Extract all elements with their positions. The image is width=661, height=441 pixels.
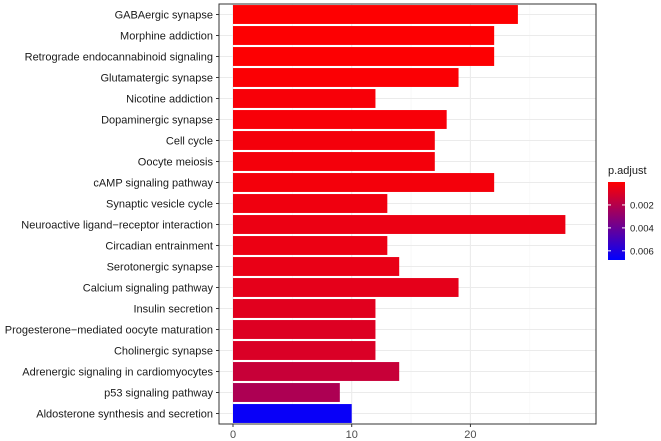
category-label: Nicotine addiction <box>126 94 213 106</box>
x-tick-label: 20 <box>464 429 476 441</box>
plot-panel <box>219 4 596 424</box>
category-label: Retrograde endocannabinoid signaling <box>25 52 213 64</box>
category-label: cAMP signaling pathway <box>93 178 213 190</box>
legend-ticks: 0.002 0.004 0.006 <box>608 200 654 257</box>
category-label: Cell cycle <box>166 136 213 148</box>
category-label: Insulin secretion <box>134 304 214 316</box>
bar <box>233 194 388 213</box>
category-label: GABAergic synapse <box>115 10 213 22</box>
x-tick-label: 10 <box>346 429 358 441</box>
bar <box>233 341 376 360</box>
category-label: Circadian entrainment <box>105 241 213 253</box>
legend-colorbar <box>608 182 625 260</box>
category-label: Aldosterone synthesis and secretion <box>36 409 213 421</box>
legend-title: p.adjust <box>608 165 647 177</box>
bar <box>233 5 518 24</box>
category-labels: GABAergic synapse Morphine addiction Retro… <box>5 10 219 421</box>
bar <box>233 152 435 171</box>
category-label: Synaptic vesicle cycle <box>106 199 213 211</box>
bars <box>233 5 566 423</box>
category-label: Adrenergic signaling in cardiomyocytes <box>22 367 213 379</box>
category-label: Serotonergic synapse <box>107 262 213 274</box>
x-tick-label: 0 <box>230 429 236 441</box>
bar <box>233 299 376 318</box>
bar <box>233 110 447 129</box>
bar <box>233 320 376 339</box>
bar <box>233 26 495 45</box>
category-label: Morphine addiction <box>120 31 213 43</box>
category-label: Progesterone−mediated oocyte maturation <box>5 325 213 337</box>
category-label: Neuroactive ligand−receptor interaction <box>21 220 213 232</box>
bar <box>233 173 495 192</box>
category-label: p53 signaling pathway <box>104 388 213 400</box>
plot-border <box>218 3 597 425</box>
x-axis: 0 10 20 <box>230 424 477 441</box>
bar <box>233 362 400 381</box>
category-label: Oocyte meiosis <box>138 157 214 169</box>
bar <box>233 89 376 108</box>
bar <box>233 131 435 150</box>
bar <box>233 215 566 234</box>
bar <box>233 257 400 276</box>
bar <box>233 278 459 297</box>
category-label: Cholinergic synapse <box>114 346 213 358</box>
category-label: Glutamatergic synapse <box>101 73 214 85</box>
category-label: Calcium signaling pathway <box>83 283 214 295</box>
bar <box>233 47 495 66</box>
category-label: Dopaminergic synapse <box>101 115 213 127</box>
legend-tick-label: 0.002 <box>630 200 654 211</box>
legend-tick-label: 0.004 <box>630 223 654 234</box>
bar <box>233 68 459 87</box>
bar <box>233 383 340 402</box>
bar <box>233 236 388 255</box>
color-legend: p.adjust 0.002 0.004 0.006 <box>608 165 654 260</box>
bar <box>233 404 352 423</box>
legend-tick-label: 0.006 <box>630 246 654 257</box>
